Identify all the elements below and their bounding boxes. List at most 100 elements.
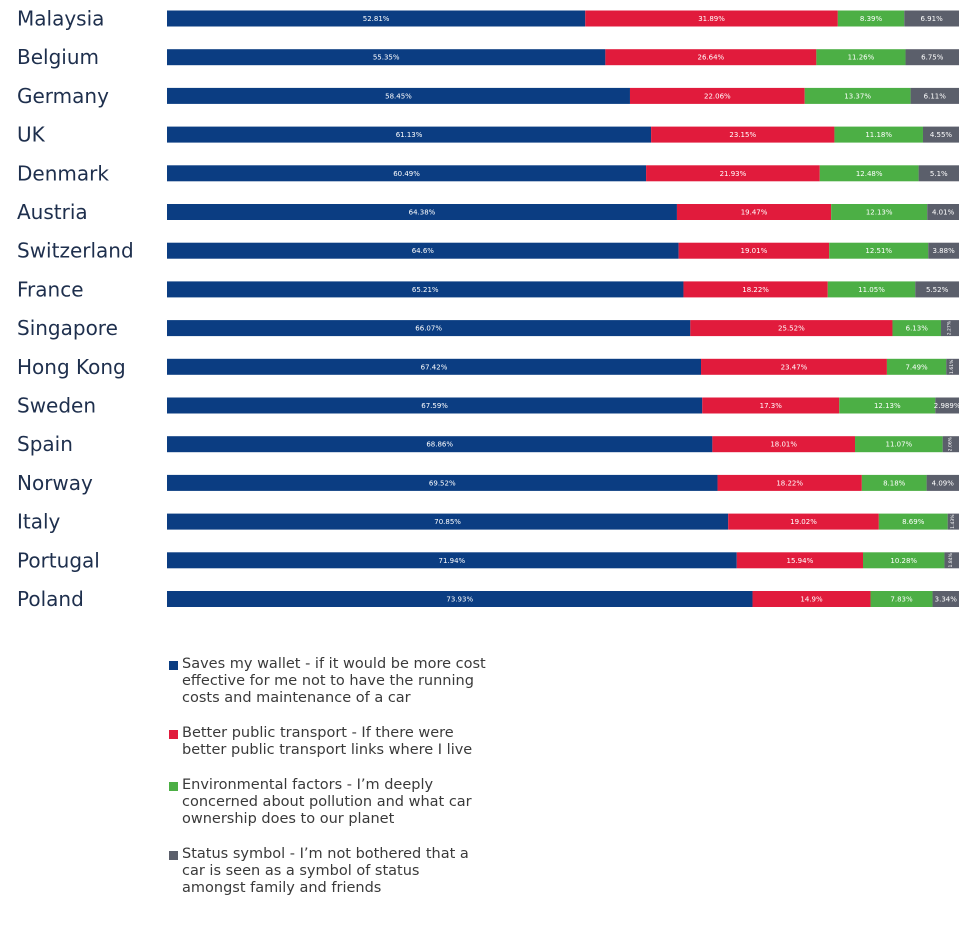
data-label: 65.21% bbox=[412, 286, 439, 294]
data-label: 55.35% bbox=[373, 54, 400, 62]
data-label: 67.59% bbox=[421, 402, 448, 410]
bar-segment bbox=[167, 204, 677, 220]
bar-segment bbox=[831, 204, 928, 220]
data-label: 12.51% bbox=[865, 247, 892, 255]
data-label: 69.52% bbox=[429, 479, 456, 487]
bar-segment bbox=[904, 10, 959, 27]
data-label: 61.13% bbox=[396, 131, 423, 139]
bar-segment bbox=[944, 552, 959, 569]
bar-segment bbox=[915, 281, 959, 298]
category-label: Malaysia bbox=[17, 7, 104, 31]
data-label: 3.88% bbox=[933, 247, 956, 255]
data-label: 52.81% bbox=[363, 15, 390, 23]
bar-segment bbox=[167, 591, 753, 607]
data-label: 67.42% bbox=[421, 363, 448, 371]
data-label: 23.15% bbox=[729, 131, 756, 139]
bar-segment bbox=[878, 513, 948, 530]
bar-segment bbox=[701, 358, 887, 375]
bar-segment bbox=[678, 242, 830, 259]
bar-segment bbox=[651, 126, 835, 143]
bar-segment bbox=[676, 204, 832, 220]
bar-segment bbox=[928, 242, 959, 259]
bar-segment bbox=[905, 49, 959, 66]
data-label: 19.01% bbox=[741, 247, 768, 255]
data-label: 5.1% bbox=[930, 170, 948, 178]
data-label: 10.28% bbox=[890, 557, 917, 565]
bar-segment bbox=[886, 358, 947, 375]
category-label: Norway bbox=[17, 471, 93, 495]
category-label: Denmark bbox=[17, 161, 109, 185]
data-label: 17.3% bbox=[760, 402, 783, 410]
data-label: 64.38% bbox=[409, 209, 436, 217]
bar-segment bbox=[167, 49, 606, 66]
bar-segment bbox=[702, 397, 840, 414]
bar-segment bbox=[946, 358, 959, 375]
bar-segment bbox=[819, 165, 919, 182]
bar-segment bbox=[167, 320, 691, 337]
data-label: 8.69% bbox=[902, 518, 925, 526]
bar-segment bbox=[932, 591, 959, 607]
category-label: Singapore bbox=[17, 316, 118, 340]
bar-segment bbox=[167, 242, 679, 259]
legend-label: Saves my wallet - if it would be more co… bbox=[182, 656, 486, 706]
data-label: 26.64% bbox=[698, 54, 725, 62]
bar-segment bbox=[167, 552, 737, 569]
data-label: 4.09% bbox=[932, 479, 955, 487]
bar-segment bbox=[804, 87, 911, 104]
category-label: Switzerland bbox=[17, 239, 134, 263]
bar-segment bbox=[629, 87, 805, 104]
bar-segment bbox=[829, 242, 929, 259]
category-label: Portugal bbox=[17, 548, 100, 572]
legend-label: Status symbol - I’m not bothered that a … bbox=[182, 846, 469, 896]
category-label: Hong Kong bbox=[17, 355, 126, 379]
chart: Malaysia 52.81% 31.89% 8.39% 6.91% Belgium 55.… bbox=[17, 7, 961, 612]
legend-label: Better public transport - If there were … bbox=[182, 725, 473, 758]
data-label: 4.01% bbox=[932, 209, 955, 217]
data-label: 1.84% bbox=[948, 552, 954, 567]
data-label: 66.07% bbox=[415, 325, 442, 333]
legend: Saves my wallet - if it would be more co… bbox=[169, 656, 499, 915]
data-label: 2.989% bbox=[934, 402, 961, 410]
bar-segment bbox=[717, 474, 862, 491]
bar-segment bbox=[585, 10, 838, 27]
category-label: Italy bbox=[17, 510, 61, 534]
data-label: 23.47% bbox=[781, 363, 808, 371]
category-label: Spain bbox=[17, 432, 73, 456]
bar-segment bbox=[752, 591, 871, 607]
data-label: 2.27% bbox=[947, 320, 953, 335]
bar-segment bbox=[918, 165, 959, 182]
bar-segment bbox=[167, 474, 718, 491]
bar-segment bbox=[167, 165, 647, 182]
bar-segment bbox=[712, 436, 856, 453]
bar-segment bbox=[605, 49, 817, 66]
bar-segment bbox=[839, 397, 936, 414]
bar-segment bbox=[947, 513, 959, 530]
data-label: 22.06% bbox=[704, 92, 731, 100]
bar-segment bbox=[837, 10, 905, 27]
data-label: 14.9% bbox=[800, 596, 823, 604]
bar-segment bbox=[922, 126, 959, 143]
legend-item: Better public transport - If there were … bbox=[169, 725, 499, 759]
data-label: 5.52% bbox=[926, 286, 949, 294]
bar-segment bbox=[646, 165, 820, 182]
data-label: 6.11% bbox=[924, 92, 947, 100]
data-label: 18.01% bbox=[770, 441, 797, 449]
data-label: 21.93% bbox=[720, 170, 747, 178]
data-label: 12.13% bbox=[866, 209, 893, 217]
data-label: 1.43% bbox=[950, 514, 956, 529]
data-label: 11.05% bbox=[858, 286, 885, 294]
bar-segment bbox=[870, 591, 933, 607]
data-label: 6.13% bbox=[906, 325, 929, 333]
data-label: 19.47% bbox=[741, 209, 768, 217]
data-label: 64.6% bbox=[412, 247, 435, 255]
bar-segment bbox=[861, 474, 927, 491]
bar-segment bbox=[927, 204, 959, 220]
bar-segment bbox=[926, 474, 959, 491]
bar-segment bbox=[167, 126, 652, 143]
legend-item: Status symbol - I’m not bothered that a … bbox=[169, 846, 499, 897]
data-label: 13.37% bbox=[844, 92, 871, 100]
category-label: Belgium bbox=[17, 45, 99, 69]
data-label: 15.94% bbox=[787, 557, 814, 565]
data-label: 6.75% bbox=[921, 54, 944, 62]
data-label: 6.91% bbox=[921, 15, 944, 23]
